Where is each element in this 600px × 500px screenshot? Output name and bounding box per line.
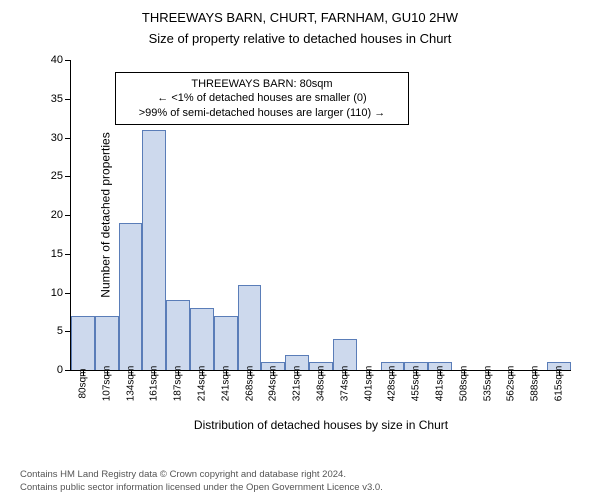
- annotation-line1: THREEWAYS BARN: 80sqm: [122, 77, 402, 91]
- x-tick-label: 161sqm: [149, 366, 160, 402]
- x-tick-label: 268sqm: [244, 366, 255, 402]
- histogram-bar: [238, 285, 262, 370]
- y-tick: [65, 215, 71, 216]
- x-tick-label: 615sqm: [554, 366, 565, 402]
- footer-line2: Contains public sector information licen…: [20, 482, 383, 494]
- histogram-bar: [190, 308, 214, 370]
- histogram-bar: [119, 223, 143, 370]
- histogram-bar: [166, 300, 190, 370]
- chart-container: THREEWAYS BARN, CHURT, FARNHAM, GU10 2HW…: [10, 10, 590, 440]
- annotation-line3: >99% of semi-detached houses are larger …: [122, 106, 402, 120]
- y-tick: [65, 370, 71, 371]
- y-tick: [65, 293, 71, 294]
- x-tick-label: 348sqm: [316, 366, 327, 402]
- footer-line1: Contains HM Land Registry data © Crown c…: [20, 469, 383, 481]
- y-tick: [65, 60, 71, 61]
- y-tick-label: 30: [51, 132, 63, 144]
- y-tick-label: 10: [51, 287, 63, 299]
- x-tick-label: 107sqm: [101, 366, 112, 402]
- y-axis-label: Number of detached properties: [99, 132, 113, 297]
- x-tick-label: 374sqm: [339, 366, 350, 402]
- y-tick-label: 40: [51, 54, 63, 66]
- histogram-bar: [142, 130, 166, 370]
- y-tick-label: 35: [51, 93, 63, 105]
- annotation-line2: ← <1% of detached houses are smaller (0): [122, 91, 402, 105]
- x-axis-label: Distribution of detached houses by size …: [194, 418, 448, 432]
- y-tick-label: 20: [51, 209, 63, 221]
- histogram-bar: [71, 316, 95, 370]
- y-tick: [65, 99, 71, 100]
- chart-subtitle: Size of property relative to detached ho…: [10, 31, 590, 46]
- x-tick-label: 241sqm: [220, 366, 231, 402]
- y-tick-label: 15: [51, 248, 63, 260]
- x-tick-label: 455sqm: [411, 366, 422, 402]
- y-tick: [65, 138, 71, 139]
- x-tick-label: 214sqm: [196, 366, 207, 402]
- x-tick-label: 508sqm: [458, 366, 469, 402]
- histogram-bar: [214, 316, 238, 370]
- plot-area: Number of detached properties Distributi…: [70, 60, 571, 371]
- y-tick-label: 0: [57, 364, 63, 376]
- x-tick-label: 588sqm: [530, 366, 541, 402]
- y-tick-label: 5: [57, 325, 63, 337]
- x-tick-label: 401sqm: [363, 366, 374, 402]
- x-tick-label: 562sqm: [506, 366, 517, 402]
- x-tick-label: 134sqm: [125, 366, 136, 402]
- chart-title: THREEWAYS BARN, CHURT, FARNHAM, GU10 2HW: [10, 10, 590, 27]
- x-tick-label: 481sqm: [435, 366, 446, 402]
- x-tick-label: 187sqm: [173, 366, 184, 402]
- y-tick: [65, 176, 71, 177]
- footer: Contains HM Land Registry data © Crown c…: [20, 469, 383, 494]
- histogram-bar: [95, 316, 119, 370]
- x-tick-label: 80sqm: [77, 368, 88, 398]
- y-tick-label: 25: [51, 170, 63, 182]
- annotation-box: THREEWAYS BARN: 80sqm ← <1% of detached …: [115, 72, 409, 125]
- x-tick-label: 294sqm: [268, 366, 279, 402]
- y-tick: [65, 254, 71, 255]
- x-tick-label: 535sqm: [482, 366, 493, 402]
- x-tick-label: 321sqm: [292, 366, 303, 402]
- x-tick-label: 428sqm: [387, 366, 398, 402]
